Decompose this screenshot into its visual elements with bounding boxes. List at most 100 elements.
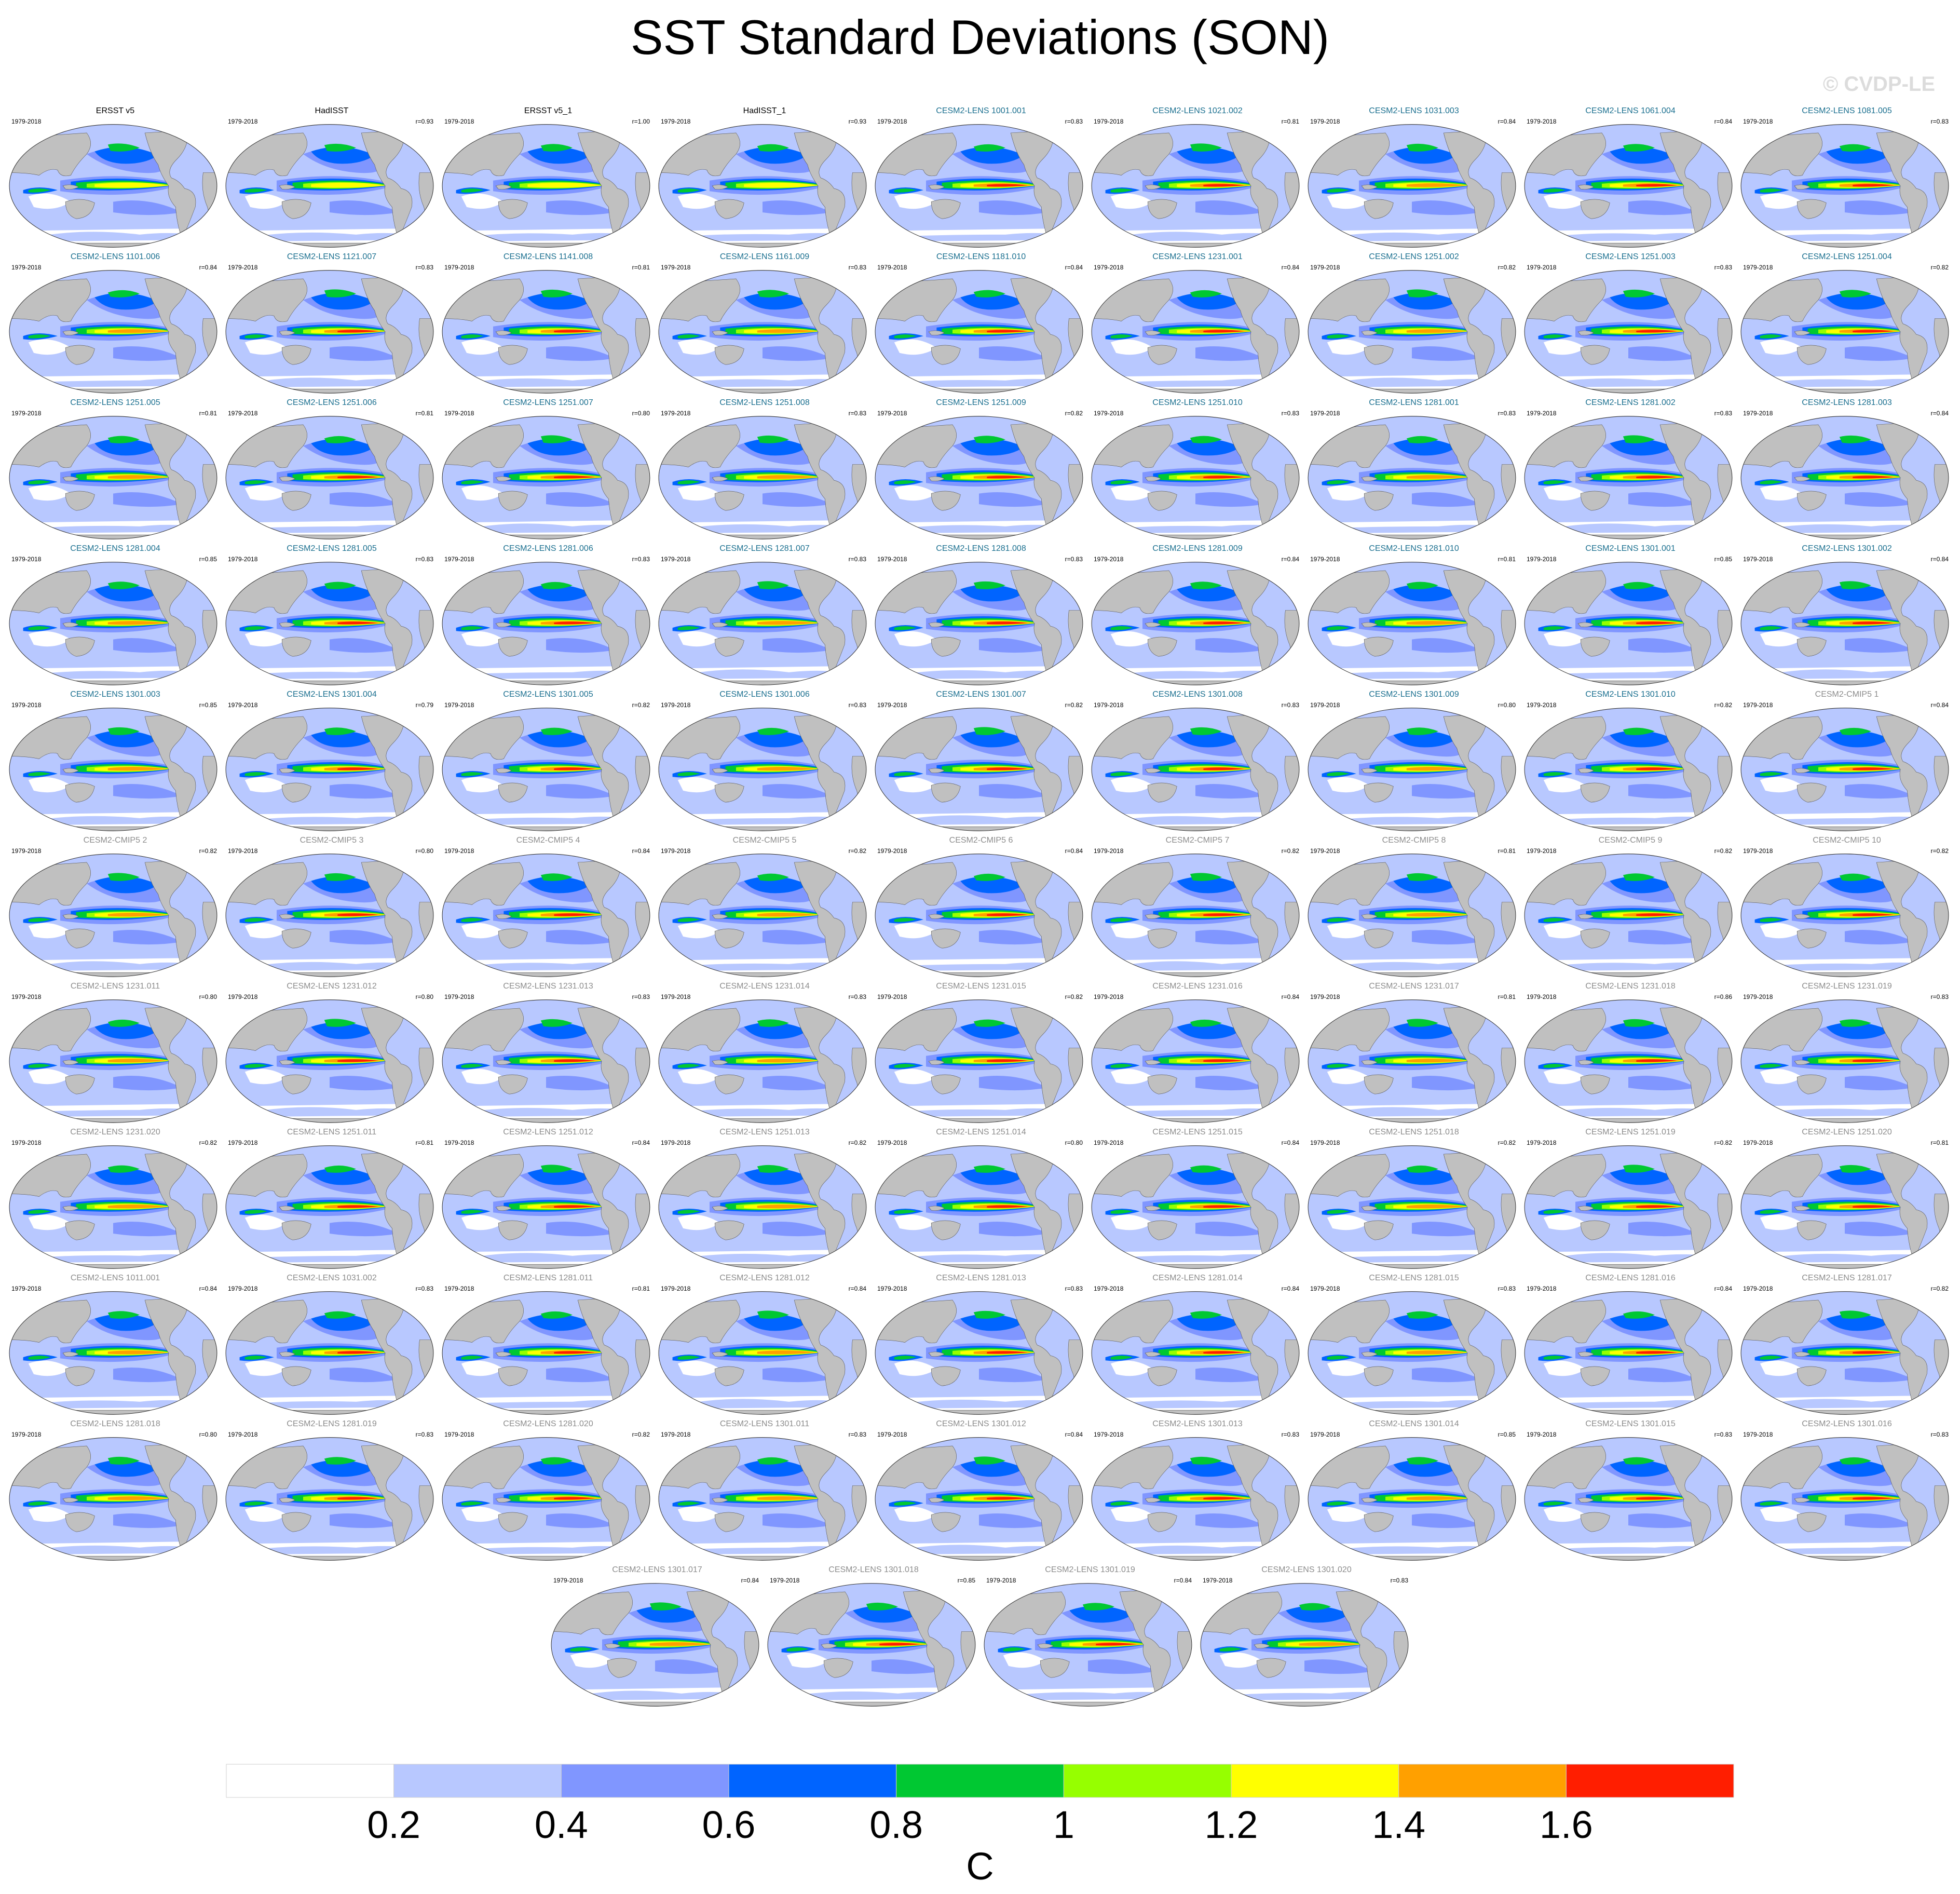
australia-landmass [1364,1512,1394,1532]
enso-red-core [1636,621,1677,625]
australia-landmass [1580,345,1610,365]
maritime-continent-landmass [1577,1060,1595,1065]
map-panel: CESM2-LENS 1251.010 1979-2018 r=0.83 [1090,398,1305,544]
australia-landmass [498,345,528,365]
antarctica-landmass [659,1410,866,1415]
panel-pattern-correlation: r=0.84 [632,847,650,855]
north-pacific-patch [1190,143,1222,152]
sst-map [225,416,434,539]
south-pacific-zone [330,1222,399,1237]
americas-landmass [144,1297,196,1406]
map-panel: CESM2-LENS 1281.016 1979-2018 r=0.84 [1522,1274,1738,1419]
map-panel: CESM2-LENS 1281.010 1979-2018 r=0.81 [1306,544,1522,689]
enso-orange-core [1406,766,1466,771]
maritime-continent-landmass [1577,476,1595,481]
panel-title: CESM2-LENS 1231.015 [936,982,1026,991]
south-pacific-zone [113,1513,182,1528]
antarctica-landmass [1525,242,1732,248]
southern-ocean-band [1771,524,1930,534]
south-pacific-zone [113,1076,182,1091]
map-border [875,854,1083,977]
southern-ocean-band [688,1399,848,1409]
map-border [442,1145,650,1269]
panel-title: CESM2-LENS 1301.017 [612,1565,702,1574]
north-pacific-patch [324,1457,356,1465]
kuroshio-zone [94,293,158,310]
australia-landmass [823,1658,853,1678]
colorbar-tick-label: 1.2 [1205,1803,1258,1846]
colorbar-tick-label: 1.6 [1540,1803,1593,1846]
low-variability-patch [1327,339,1370,355]
maritime-continent-landmass [928,330,945,335]
low-variability-patch [570,1652,613,1668]
americas-landmass [577,1151,629,1261]
americas-landmass [1876,1297,1928,1406]
australia-landmass [65,1512,95,1532]
panel-title: CESM2-LENS 1281.013 [936,1274,1026,1282]
enso-red-core [1853,330,1894,333]
panel-pattern-correlation: r=0.84 [1714,1285,1732,1292]
low-variability-patch [1543,1068,1586,1085]
map-border [875,562,1083,685]
antarctica-landmass [1092,534,1299,539]
north-pacific-patch [1839,581,1871,589]
panel-pattern-correlation: r=0.85 [957,1577,975,1584]
kuroshio-zone [94,147,158,164]
panel-title: CESM2-LENS 1061.004 [1585,106,1676,115]
map-panel: CESM2-LENS 1281.015 1979-2018 r=0.83 [1306,1274,1522,1419]
map-panel: CESM2-LENS 1301.020 1979-2018 r=0.83 [1199,1565,1414,1711]
panel-years: 1979-2018 [1743,993,1773,1000]
australia-landmass [714,782,744,803]
north-pacific-patch [1406,1165,1438,1173]
antarctica-landmass [1092,242,1299,248]
australia-landmass [714,1512,744,1532]
north-pacific-patch [1406,727,1438,735]
north-pacific-patch [1839,1019,1871,1027]
map-panel: CESM2-LENS 1231.020 1979-2018 r=0.82 [7,1128,223,1273]
antarctica-landmass [442,680,650,685]
enso-red-core [554,1497,595,1500]
map-panel: CESM2-LENS 1231.018 1979-2018 r=0.86 [1522,982,1738,1127]
map-panel: CESM2-LENS 1301.011 1979-2018 r=0.83 [657,1419,873,1565]
map-panel: CESM2-LENS 1251.003 1979-2018 r=0.83 [1522,252,1738,398]
antarctica-landmass [1092,1555,1299,1561]
maritime-continent-landmass [279,768,296,773]
australia-landmass [1256,1658,1286,1678]
low-variability-patch [677,339,720,355]
southern-ocean-band [688,1253,848,1263]
southern-ocean-band [1554,523,1713,534]
north-pacific-patch [107,436,140,443]
maritime-continent-landmass [1361,622,1378,627]
low-variability-patch [244,923,288,939]
panel-years: 1979-2018 [1310,264,1340,271]
panel-years: 1979-2018 [228,1431,258,1438]
sst-map [442,854,650,977]
southern-ocean-band [39,1545,198,1555]
indian-ocean-dipole-patch [1760,772,1782,776]
panel-title: HadISST_1 [743,106,786,115]
map-panel: CESM2-LENS 1061.004 1979-2018 r=0.84 [1522,106,1738,252]
panel-years: 1979-2018 [1743,556,1773,563]
panel-title: CESM2-LENS 1281.008 [936,544,1026,553]
maritime-continent-landmass [1254,1643,1271,1648]
maritime-continent-landmass [1037,1643,1054,1648]
south-pacific-zone [763,784,832,799]
map-panel: CESM2-LENS 1281.017 1979-2018 r=0.82 [1739,1274,1955,1419]
enso-orange-core [107,912,168,917]
southern-ocean-band [255,1107,415,1117]
kuroshio-zone [744,876,808,894]
kuroshio-zone [1610,293,1673,310]
enso-red-core [1203,330,1244,333]
map-border [551,1583,759,1707]
indian-ocean-dipole-patch [28,1064,51,1068]
south-pacific-zone [763,346,832,361]
panel-years: 1979-2018 [1743,1285,1773,1292]
indian-ocean-dipole-patch [28,626,51,630]
south-pacific-zone [546,930,615,945]
americas-landmass [144,1151,196,1261]
panel-title: CESM2-CMIP5 4 [516,836,580,845]
colorbar-swatch [1566,1764,1734,1798]
map-border [442,124,650,248]
kuroshio-zone [527,585,591,602]
map-panel: CESM2-LENS 1301.017 1979-2018 r=0.84 [549,1565,765,1711]
